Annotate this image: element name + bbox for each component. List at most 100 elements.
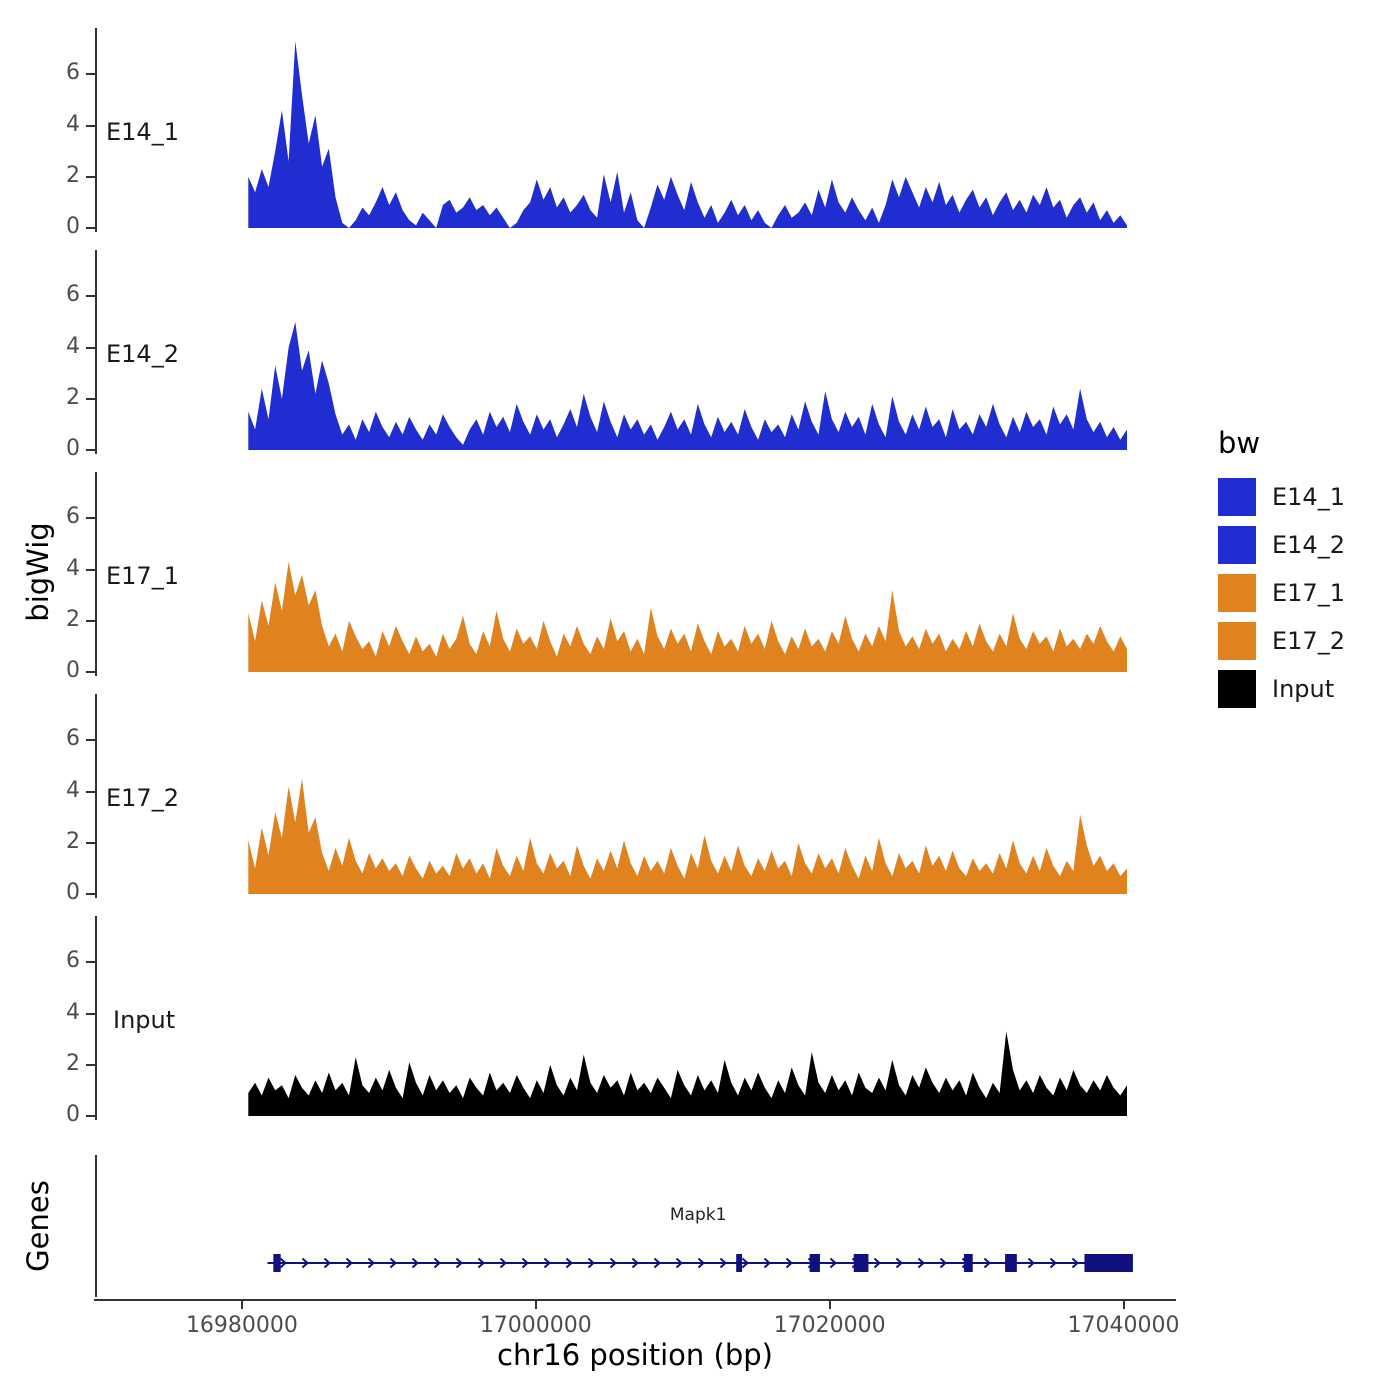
track-label-e17-2: E17_2 (106, 784, 179, 812)
gene-exon (963, 1254, 973, 1272)
y-tick-label: 4 (66, 999, 80, 1025)
y-tick-mark (86, 619, 95, 622)
y-tick-label: 4 (66, 111, 80, 137)
gene-direction-arrow (1071, 1257, 1079, 1269)
y-tick-mark (86, 227, 95, 229)
gene-direction-arrow (631, 1257, 639, 1269)
gene-direction-arrow (587, 1257, 595, 1269)
y-tick-mark (86, 1012, 95, 1015)
y-tick-label: 6 (66, 282, 80, 308)
y-tick-mark (86, 893, 95, 895)
gene-exon (273, 1254, 281, 1272)
gene-direction-arrow (565, 1257, 573, 1269)
y-tick-label: 0 (66, 214, 80, 239)
gene-direction-arrow (477, 1257, 485, 1269)
signal-svg-e14-2 (248, 322, 1128, 450)
gene-direction-arrow (433, 1257, 441, 1269)
signal-area-E14_2 (248, 322, 1128, 450)
y-tick-label: 2 (66, 606, 80, 632)
y-tick-label: 6 (66, 948, 80, 974)
x-tick-mark (1122, 1300, 1125, 1309)
signal-area-E14_1 (248, 41, 1128, 228)
legend: bw E14_1 E14_2 E17_1 E17_2 Input (1218, 426, 1345, 718)
gene-direction-arrow (279, 1257, 287, 1269)
x-tick-label: 17040000 (1067, 1313, 1180, 1338)
y-tick-mark (86, 961, 95, 964)
y-tick-mark (86, 295, 95, 298)
gene-direction-arrow (367, 1257, 375, 1269)
legend-swatch-e17-2 (1218, 622, 1256, 660)
gene-exon (1084, 1254, 1133, 1272)
signal-area-E17_2 (248, 778, 1128, 894)
legend-item-e17-2: E17_2 (1218, 622, 1345, 660)
x-tick-mark (828, 1300, 831, 1309)
x-tick-label: 17020000 (773, 1313, 886, 1338)
gene-direction-arrow (895, 1257, 903, 1269)
y-tick-mark (86, 124, 95, 127)
gene-exon (853, 1254, 869, 1272)
x-tick-mark (240, 1300, 243, 1309)
y-tick-mark (86, 517, 95, 520)
signal-svg-e14-1 (248, 41, 1128, 228)
y-tick-label: 0 (66, 1102, 80, 1127)
gene-exon (736, 1254, 743, 1272)
y-tick-mark (86, 1115, 95, 1117)
legend-swatch-input (1218, 670, 1256, 708)
track-panel-e14-2 (95, 250, 1175, 454)
gene-direction-arrow (983, 1257, 991, 1269)
y-tick-label: 0 (66, 658, 80, 683)
legend-item-e17-1: E17_1 (1218, 574, 1345, 612)
signal-svg-input (248, 1031, 1128, 1116)
signal-svg-e17-1 (248, 561, 1128, 672)
y-tick-mark (86, 739, 95, 742)
gene-direction-arrow (697, 1257, 705, 1269)
y-tick-mark (86, 346, 95, 349)
legend-swatch-e14-2 (1218, 526, 1256, 564)
gene-direction-arrow (411, 1257, 419, 1269)
track-panel-e17-1 (95, 472, 1175, 676)
gene-direction-arrow (785, 1257, 793, 1269)
gene-direction-arrow (675, 1257, 683, 1269)
gene-name-label: Mapk1 (669, 1205, 727, 1225)
gene-direction-arrow (1049, 1257, 1057, 1269)
legend-item-input: Input (1218, 670, 1345, 708)
gene-direction-arrow (829, 1257, 837, 1269)
y-tick-label: 2 (66, 162, 80, 188)
track-label-e14-1: E14_1 (106, 118, 179, 146)
x-tick-label: 16980000 (185, 1313, 298, 1338)
y-tick-label: 6 (66, 504, 80, 530)
y-tick-label: 2 (66, 1050, 80, 1076)
y-tick-mark (86, 449, 95, 451)
gene-direction-arrow (543, 1257, 551, 1269)
genes-axis-title: Genes (21, 1180, 55, 1272)
legend-swatch-e14-1 (1218, 478, 1256, 516)
x-axis-line (94, 1299, 1176, 1301)
x-tick-label: 17000000 (479, 1313, 592, 1338)
gene-model-svg (267, 1254, 1133, 1272)
gene-direction-arrow (763, 1257, 771, 1269)
gene-direction-arrow (917, 1257, 925, 1269)
y-tick-mark (86, 568, 95, 571)
gene-direction-arrow (741, 1257, 749, 1269)
gene-direction-arrow (323, 1257, 331, 1269)
y-tick-mark (86, 397, 95, 400)
legend-title: bw (1218, 426, 1261, 460)
gene-direction-arrow (1027, 1257, 1035, 1269)
gene-exon (809, 1254, 820, 1272)
y-tick-mark (86, 175, 95, 178)
y-tick-mark (86, 73, 95, 76)
y-tick-mark (86, 790, 95, 793)
legend-label-e14-1: E14_1 (1272, 483, 1345, 511)
x-tick-mark (534, 1300, 537, 1309)
legend-label-e17-2: E17_2 (1272, 627, 1345, 655)
gene-direction-arrow (609, 1257, 617, 1269)
y-tick-label: 2 (66, 384, 80, 410)
x-axis-title: chr16 position (bp) (497, 1338, 773, 1372)
y-tick-label: 0 (66, 436, 80, 461)
y-tick-label: 0 (66, 880, 80, 905)
gene-exon (1005, 1254, 1017, 1272)
gene-direction-arrow (455, 1257, 463, 1269)
genes-panel (95, 1155, 1175, 1297)
gene-direction-arrow (499, 1257, 507, 1269)
signal-area-Input (248, 1031, 1128, 1116)
